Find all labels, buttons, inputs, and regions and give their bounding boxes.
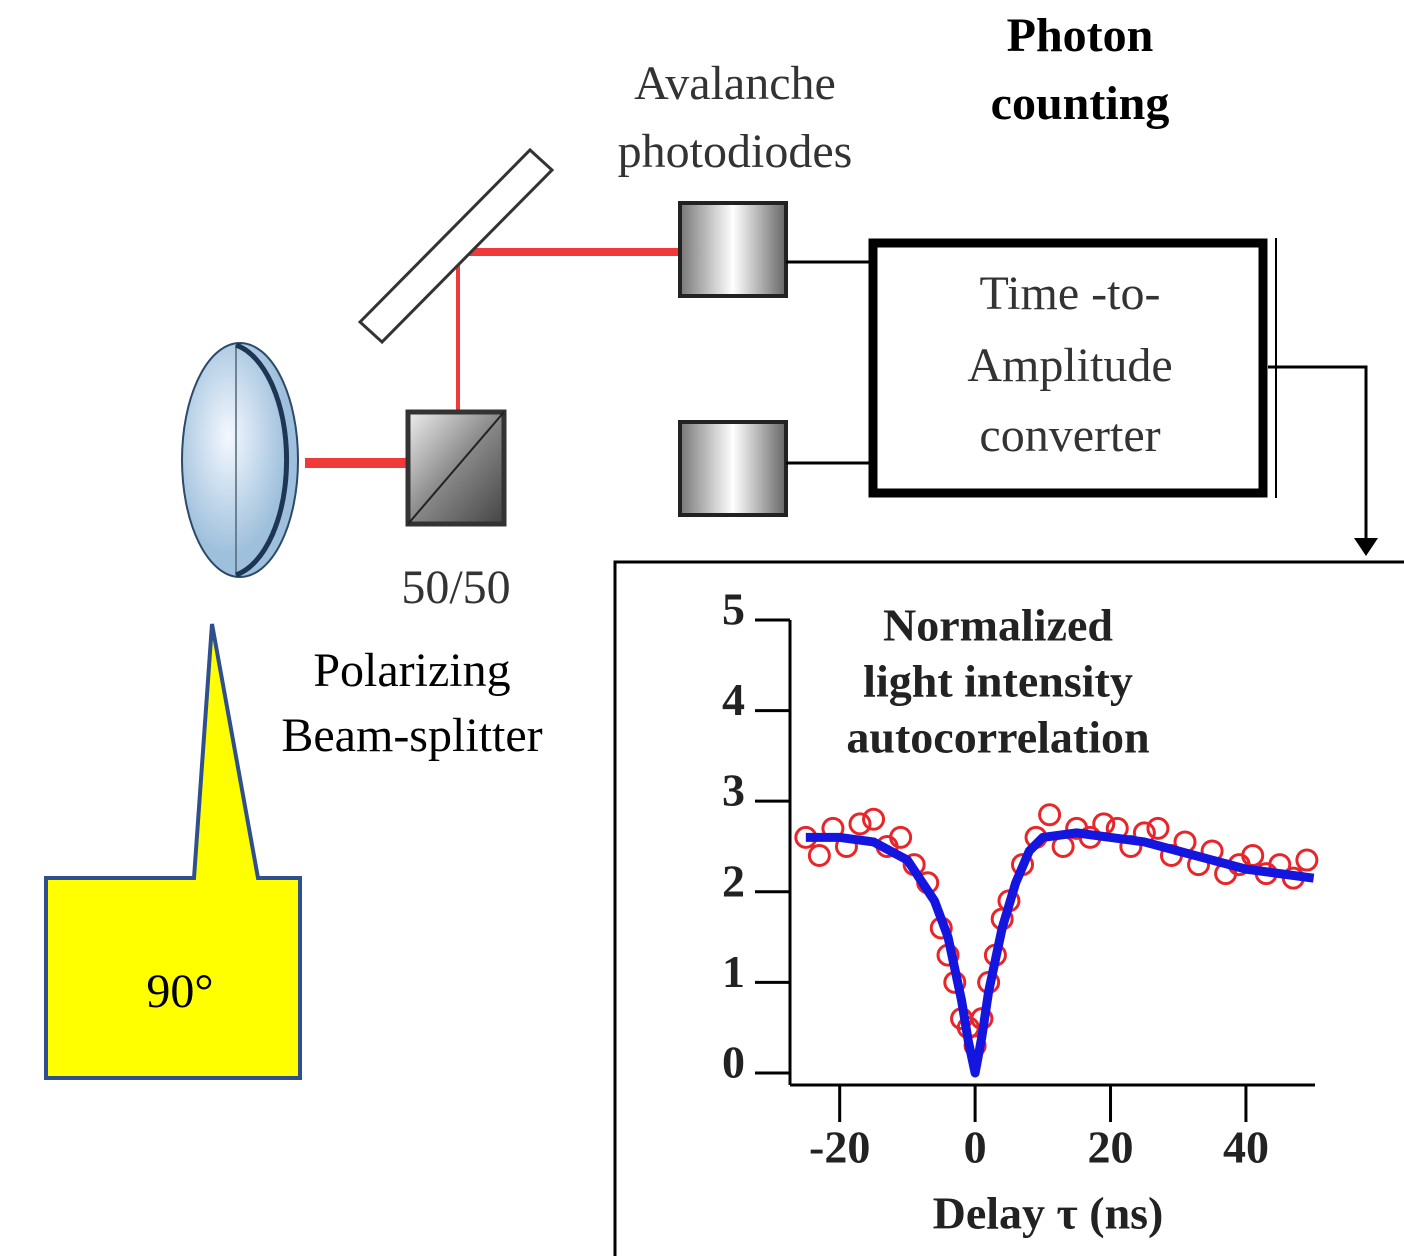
y-tick-label: 2 [722,855,745,906]
x-tick-label: 0 [964,1122,987,1173]
label: Avalanche [634,57,836,110]
labels: Photon counting Avalanche photodiodes Ti… [146,9,1172,1018]
label: 50/50 [401,561,510,614]
y-tick-label: 3 [722,765,745,816]
y-tick-label: 5 [722,584,745,635]
label: photodiodes [618,125,853,178]
label: Photon [1007,9,1154,62]
y-tick-label: 0 [722,1037,745,1088]
data-point [1146,816,1170,840]
x-tick-label: 20 [1088,1122,1134,1173]
x-tick-label: -20 [809,1122,870,1173]
fit-line [805,828,1315,1078]
chart-title: autocorrelation [846,712,1149,763]
label: Time -to- [980,267,1161,320]
y-tick-label: 4 [722,674,745,725]
y-tick-label: 1 [722,946,745,997]
label: converter [979,409,1160,462]
data-point [848,812,872,836]
data-point [889,825,913,849]
data-point [862,807,886,831]
label: Polarizing [313,644,510,697]
chart-title: light intensity [863,656,1133,707]
label: counting [991,77,1170,130]
label: Beam-splitter [281,709,542,762]
label: Amplitude [967,339,1172,392]
data-point [1295,848,1319,872]
chart-title: Normalized [883,600,1113,651]
data-point [1038,803,1062,827]
data-point [807,844,831,868]
x-tick-label: 40 [1223,1122,1269,1173]
label: 90° [146,965,213,1018]
x-axis-title: Delay τ (ns) [933,1188,1164,1239]
